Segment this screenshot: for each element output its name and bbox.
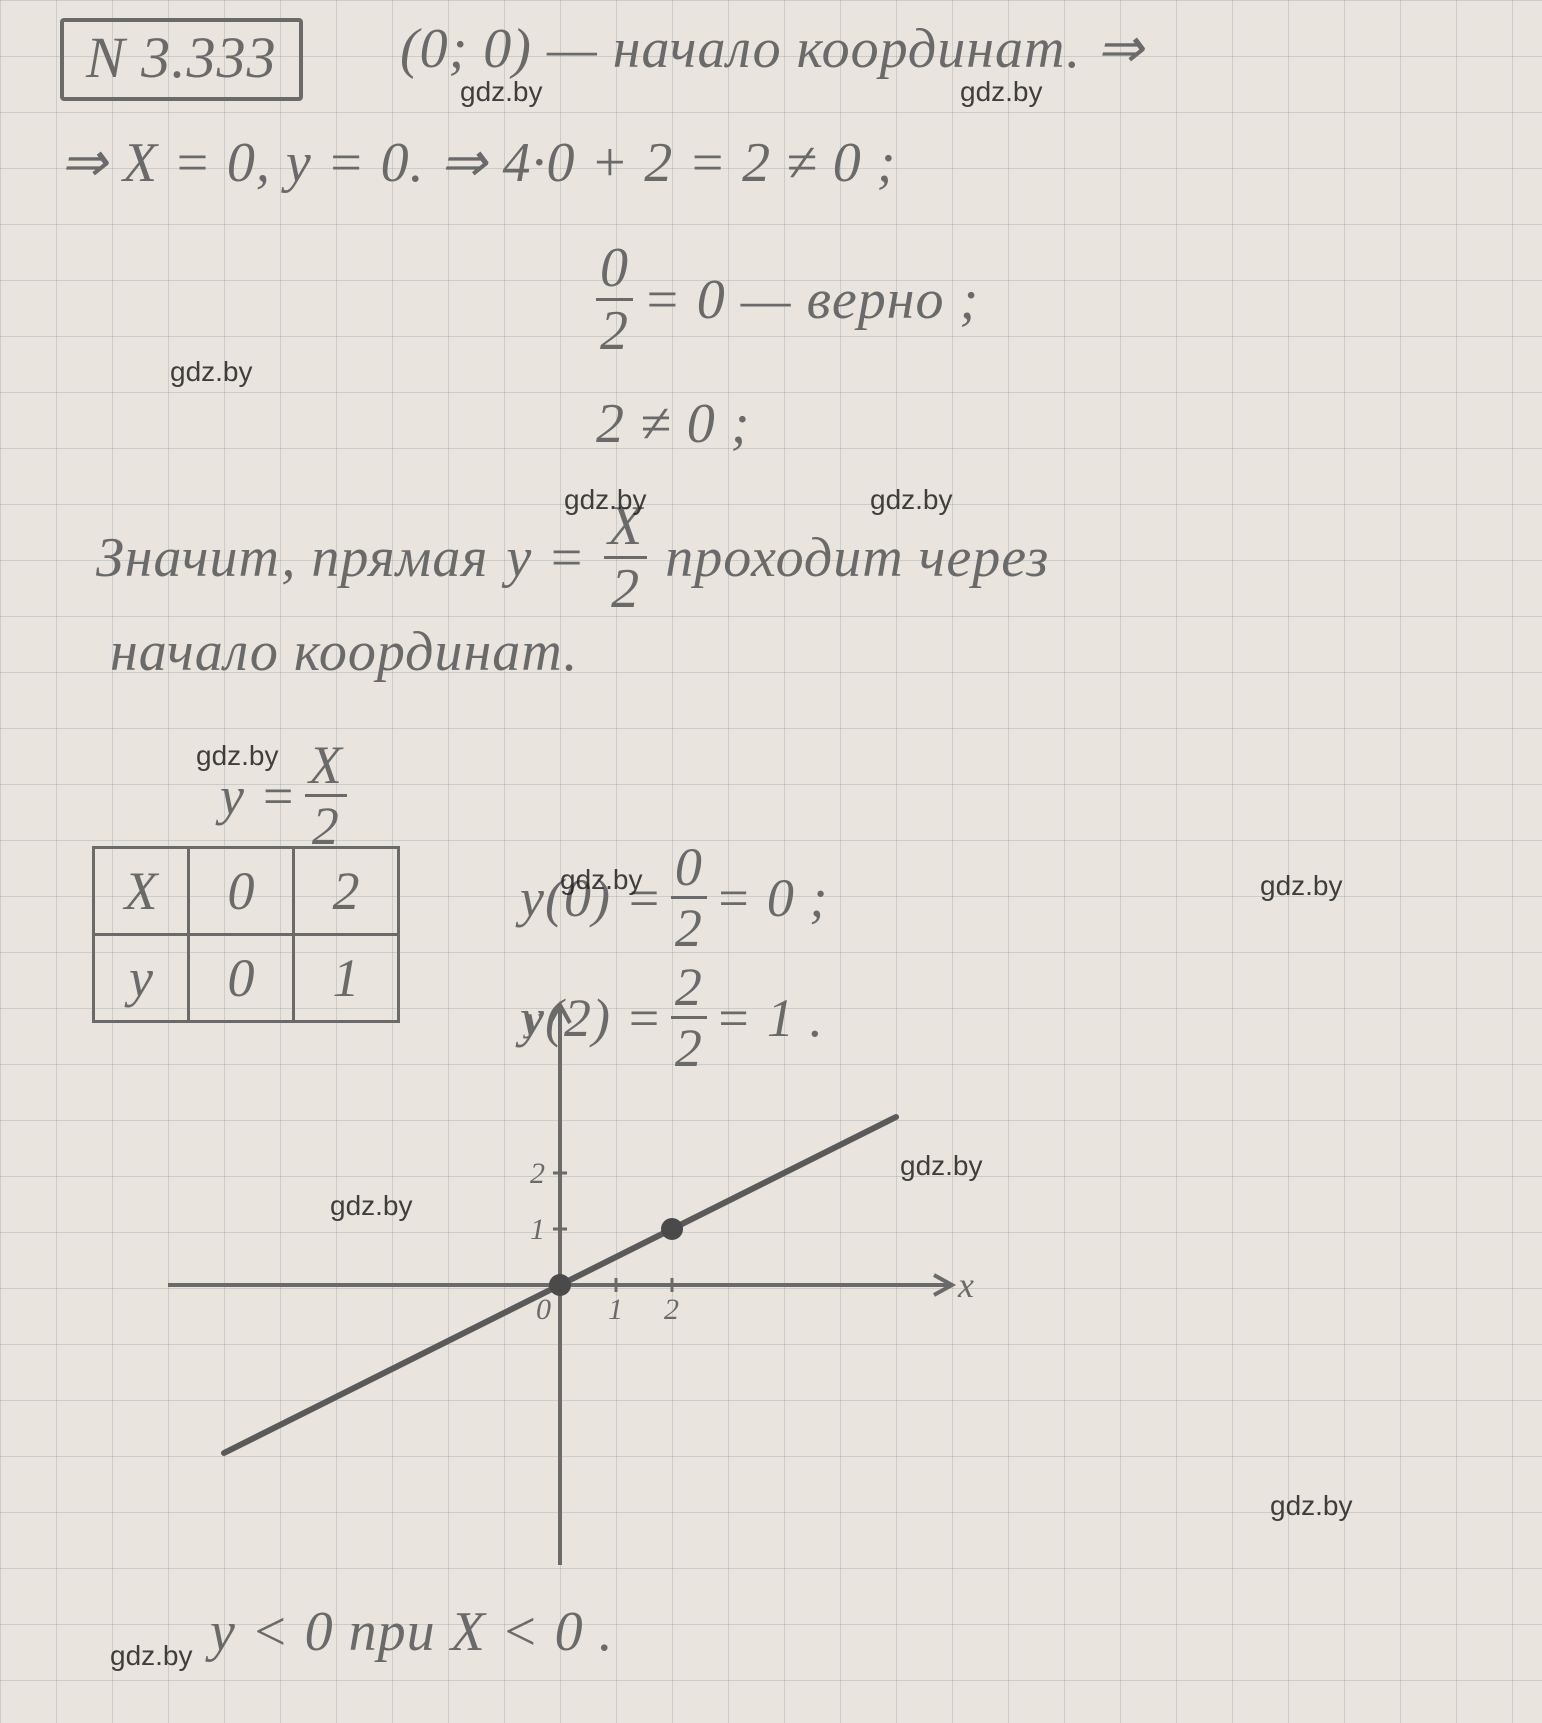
watermark: gdz.by	[1260, 870, 1343, 902]
watermark: gdz.by	[564, 484, 647, 516]
x-tick-label: 2	[664, 1293, 679, 1326]
watermark: gdz.by	[900, 1150, 983, 1182]
plot-point	[549, 1274, 571, 1296]
watermark: gdz.by	[196, 740, 279, 772]
graph: xy01212	[0, 0, 1542, 1723]
watermark: gdz.by	[170, 356, 253, 388]
watermark: gdz.by	[560, 864, 643, 896]
watermark: gdz.by	[110, 1640, 193, 1672]
y-axis-label: y	[523, 999, 542, 1039]
watermark: gdz.by	[460, 76, 543, 108]
x-axis-label: x	[957, 1265, 974, 1305]
y-tick-label: 1	[530, 1213, 545, 1246]
watermark: gdz.by	[330, 1190, 413, 1222]
x-tick-label: 1	[608, 1293, 623, 1326]
plot-point	[661, 1218, 683, 1240]
watermark: gdz.by	[960, 76, 1043, 108]
bottom-line: y < 0 при X < 0 .	[210, 1600, 614, 1664]
watermark: gdz.by	[870, 484, 953, 516]
y-tick-label: 2	[530, 1157, 545, 1190]
watermark: gdz.by	[1270, 1490, 1353, 1522]
